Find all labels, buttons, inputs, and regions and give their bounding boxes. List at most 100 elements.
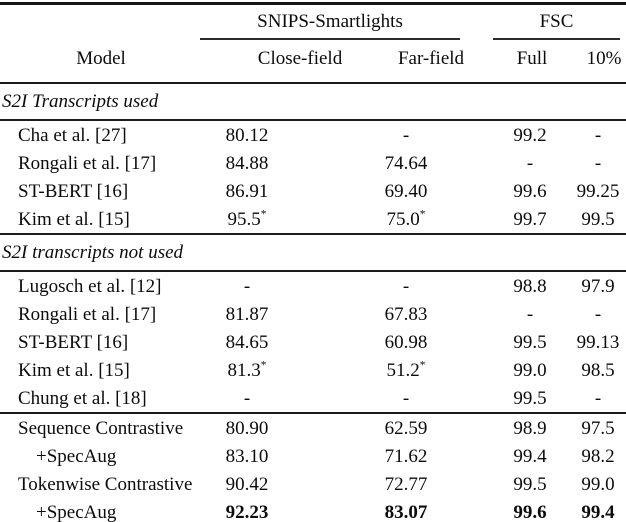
- model-cell: Kim et al. [15]: [18, 359, 130, 381]
- group-header-row: SNIPS-Smartlights FSC: [0, 4, 626, 41]
- sub-header-row: Model Close-field Far-field Full 10%: [0, 40, 626, 83]
- model-cell: Chung et al. [18]: [18, 387, 147, 409]
- section-1-header-block: S2I transcripts not used: [0, 234, 626, 271]
- value-cell: 99.13: [576, 331, 620, 353]
- value-cell: 81.87: [225, 303, 269, 325]
- model-cell: ST-BERT [16]: [18, 331, 129, 353]
- table-row: Lugosch et al. [12] - - 98.8 97.9: [0, 271, 626, 300]
- value-cell: 95.5*: [227, 208, 267, 230]
- value-cell: -: [243, 275, 251, 297]
- table-row: ST-BERT [16] 84.65 60.98 99.5 99.13: [0, 328, 626, 356]
- value-cell: 62.59: [384, 417, 428, 439]
- table-row: +SpecAug 92.23 83.07 99.6 99.4: [0, 498, 626, 522]
- value-cell: 99.25: [576, 180, 620, 202]
- value-cell: 69.40: [384, 180, 428, 202]
- value-cell: -: [402, 387, 410, 409]
- value-cell: -: [594, 152, 602, 174]
- value-cell: 92.23: [225, 501, 269, 522]
- asterisk-marker: *: [419, 359, 426, 372]
- col-group-fsc-label: FSC: [539, 11, 574, 32]
- col-group-snips-label: SNIPS-Smartlights: [257, 11, 403, 32]
- value-cell: 99.4: [513, 445, 547, 467]
- value-cell: 97.5: [581, 417, 615, 439]
- section-header-row: S2I transcripts not used: [0, 234, 626, 271]
- value-cell: 51.2*: [386, 359, 426, 381]
- value-cell: -: [402, 124, 410, 146]
- value-cell: -: [243, 387, 251, 409]
- section-header-row: S2I Transcripts used: [0, 83, 626, 120]
- model-cell: +SpecAug: [36, 501, 117, 522]
- value-cell: 83.07: [384, 501, 428, 522]
- value-cell: 80.90: [225, 417, 269, 439]
- col-header-close-field: Close-field: [257, 48, 343, 69]
- table-row: Kim et al. [15] 81.3* 51.2* 99.0 98.5: [0, 356, 626, 384]
- section-1-rows: Lugosch et al. [12] - - 98.8 97.9 Rongali et …: [0, 271, 626, 413]
- section-header: S2I transcripts not used: [2, 242, 184, 263]
- value-cell: -: [526, 152, 534, 174]
- value-cell: 60.98: [384, 331, 428, 353]
- model-cell: ST-BERT [16]: [18, 180, 129, 202]
- table-row: Tokenwise Contrastive 90.42 72.77 99.5 99.0: [0, 470, 626, 498]
- value-cell: 99.6: [513, 501, 547, 522]
- value-cell: 81.3*: [227, 359, 267, 381]
- value-cell: 72.77: [384, 473, 428, 495]
- section-header: S2I Transcripts used: [2, 91, 159, 112]
- value-cell: -: [526, 303, 534, 325]
- value-cell: -: [594, 303, 602, 325]
- value-cell: 67.83: [384, 303, 428, 325]
- value-cell: 83.10: [225, 445, 269, 467]
- group-header-spacer: [0, 4, 200, 41]
- col-header-far-field: Far-field: [397, 48, 465, 69]
- value-cell: 99.5: [513, 387, 547, 409]
- section-0-rows: Cha et al. [27] 80.12-99.2- Rongali et al.…: [0, 120, 626, 234]
- model-cell: +SpecAug: [36, 445, 117, 467]
- table-row: ST-BERT [16] 86.91 69.40 99.6 99.25: [0, 177, 626, 205]
- value-cell: 99.0: [581, 473, 615, 495]
- value-cell: 84.88: [225, 152, 269, 174]
- col-group-fsc: FSC: [460, 4, 626, 40]
- value-cell: 84.65: [225, 331, 269, 353]
- value-cell: 98.8: [513, 275, 547, 297]
- section-0-header-block: S2I Transcripts used: [0, 83, 626, 120]
- value-cell: 86.91: [225, 180, 269, 202]
- asterisk-marker: *: [260, 359, 267, 372]
- value-cell: 98.2: [581, 445, 615, 467]
- cmidrule-snips: SNIPS-Smartlights: [200, 11, 461, 40]
- table-row: Rongali et al. [17] 84.88 74.64 - -: [0, 149, 626, 177]
- value-cell: 80.12: [225, 124, 269, 146]
- table-header: SNIPS-Smartlights FSC Model Close-field …: [0, 4, 626, 83]
- asterisk-marker: *: [419, 208, 426, 221]
- model-cell: Tokenwise Contrastive: [18, 473, 193, 495]
- value-cell: 99.5: [513, 473, 547, 495]
- col-group-snips: SNIPS-Smartlights: [200, 4, 461, 40]
- value-cell: 90.42: [225, 473, 269, 495]
- table-row: Kim et al. [15] 95.5* 75.0* 99.7 99.5: [0, 205, 626, 234]
- table-row: Chung et al. [18] - - 99.5 -: [0, 384, 626, 413]
- value-cell: 75.0*: [386, 208, 426, 230]
- value-cell: 97.9: [581, 275, 615, 297]
- table-row: +SpecAug 83.10 71.62 99.4 98.2: [0, 442, 626, 470]
- value-cell: 99.4: [581, 501, 615, 522]
- value-cell: -: [402, 275, 410, 297]
- model-cell: Cha et al. [27]: [18, 124, 127, 146]
- col-header-full: Full: [516, 48, 548, 69]
- value-cell: 99.5: [513, 331, 547, 353]
- cmidrule-fsc: FSC: [493, 11, 621, 40]
- table-row: Rongali et al. [17] 81.87 67.83 - -: [0, 300, 626, 328]
- table-row: Sequence Contrastive 80.90 62.59 98.9 97.5: [0, 413, 626, 442]
- model-cell: Rongali et al. [17]: [18, 152, 157, 174]
- model-cell: Lugosch et al. [12]: [18, 275, 162, 297]
- value-cell: 99.0: [513, 359, 547, 381]
- value-cell: 99.5: [581, 208, 615, 230]
- col-header-10pct: 10%: [586, 48, 622, 69]
- value-cell: 71.62: [384, 445, 428, 467]
- value-cell: -: [594, 124, 602, 146]
- section-2-rows: Sequence Contrastive 80.90 62.59 98.9 97.5 +S…: [0, 413, 626, 522]
- value-cell: 98.9: [513, 417, 547, 439]
- model-cell: Kim et al. [15]: [18, 208, 130, 230]
- value-cell: 99.7: [513, 208, 547, 230]
- value-cell: -: [594, 387, 602, 409]
- col-header-model: Model: [76, 48, 126, 69]
